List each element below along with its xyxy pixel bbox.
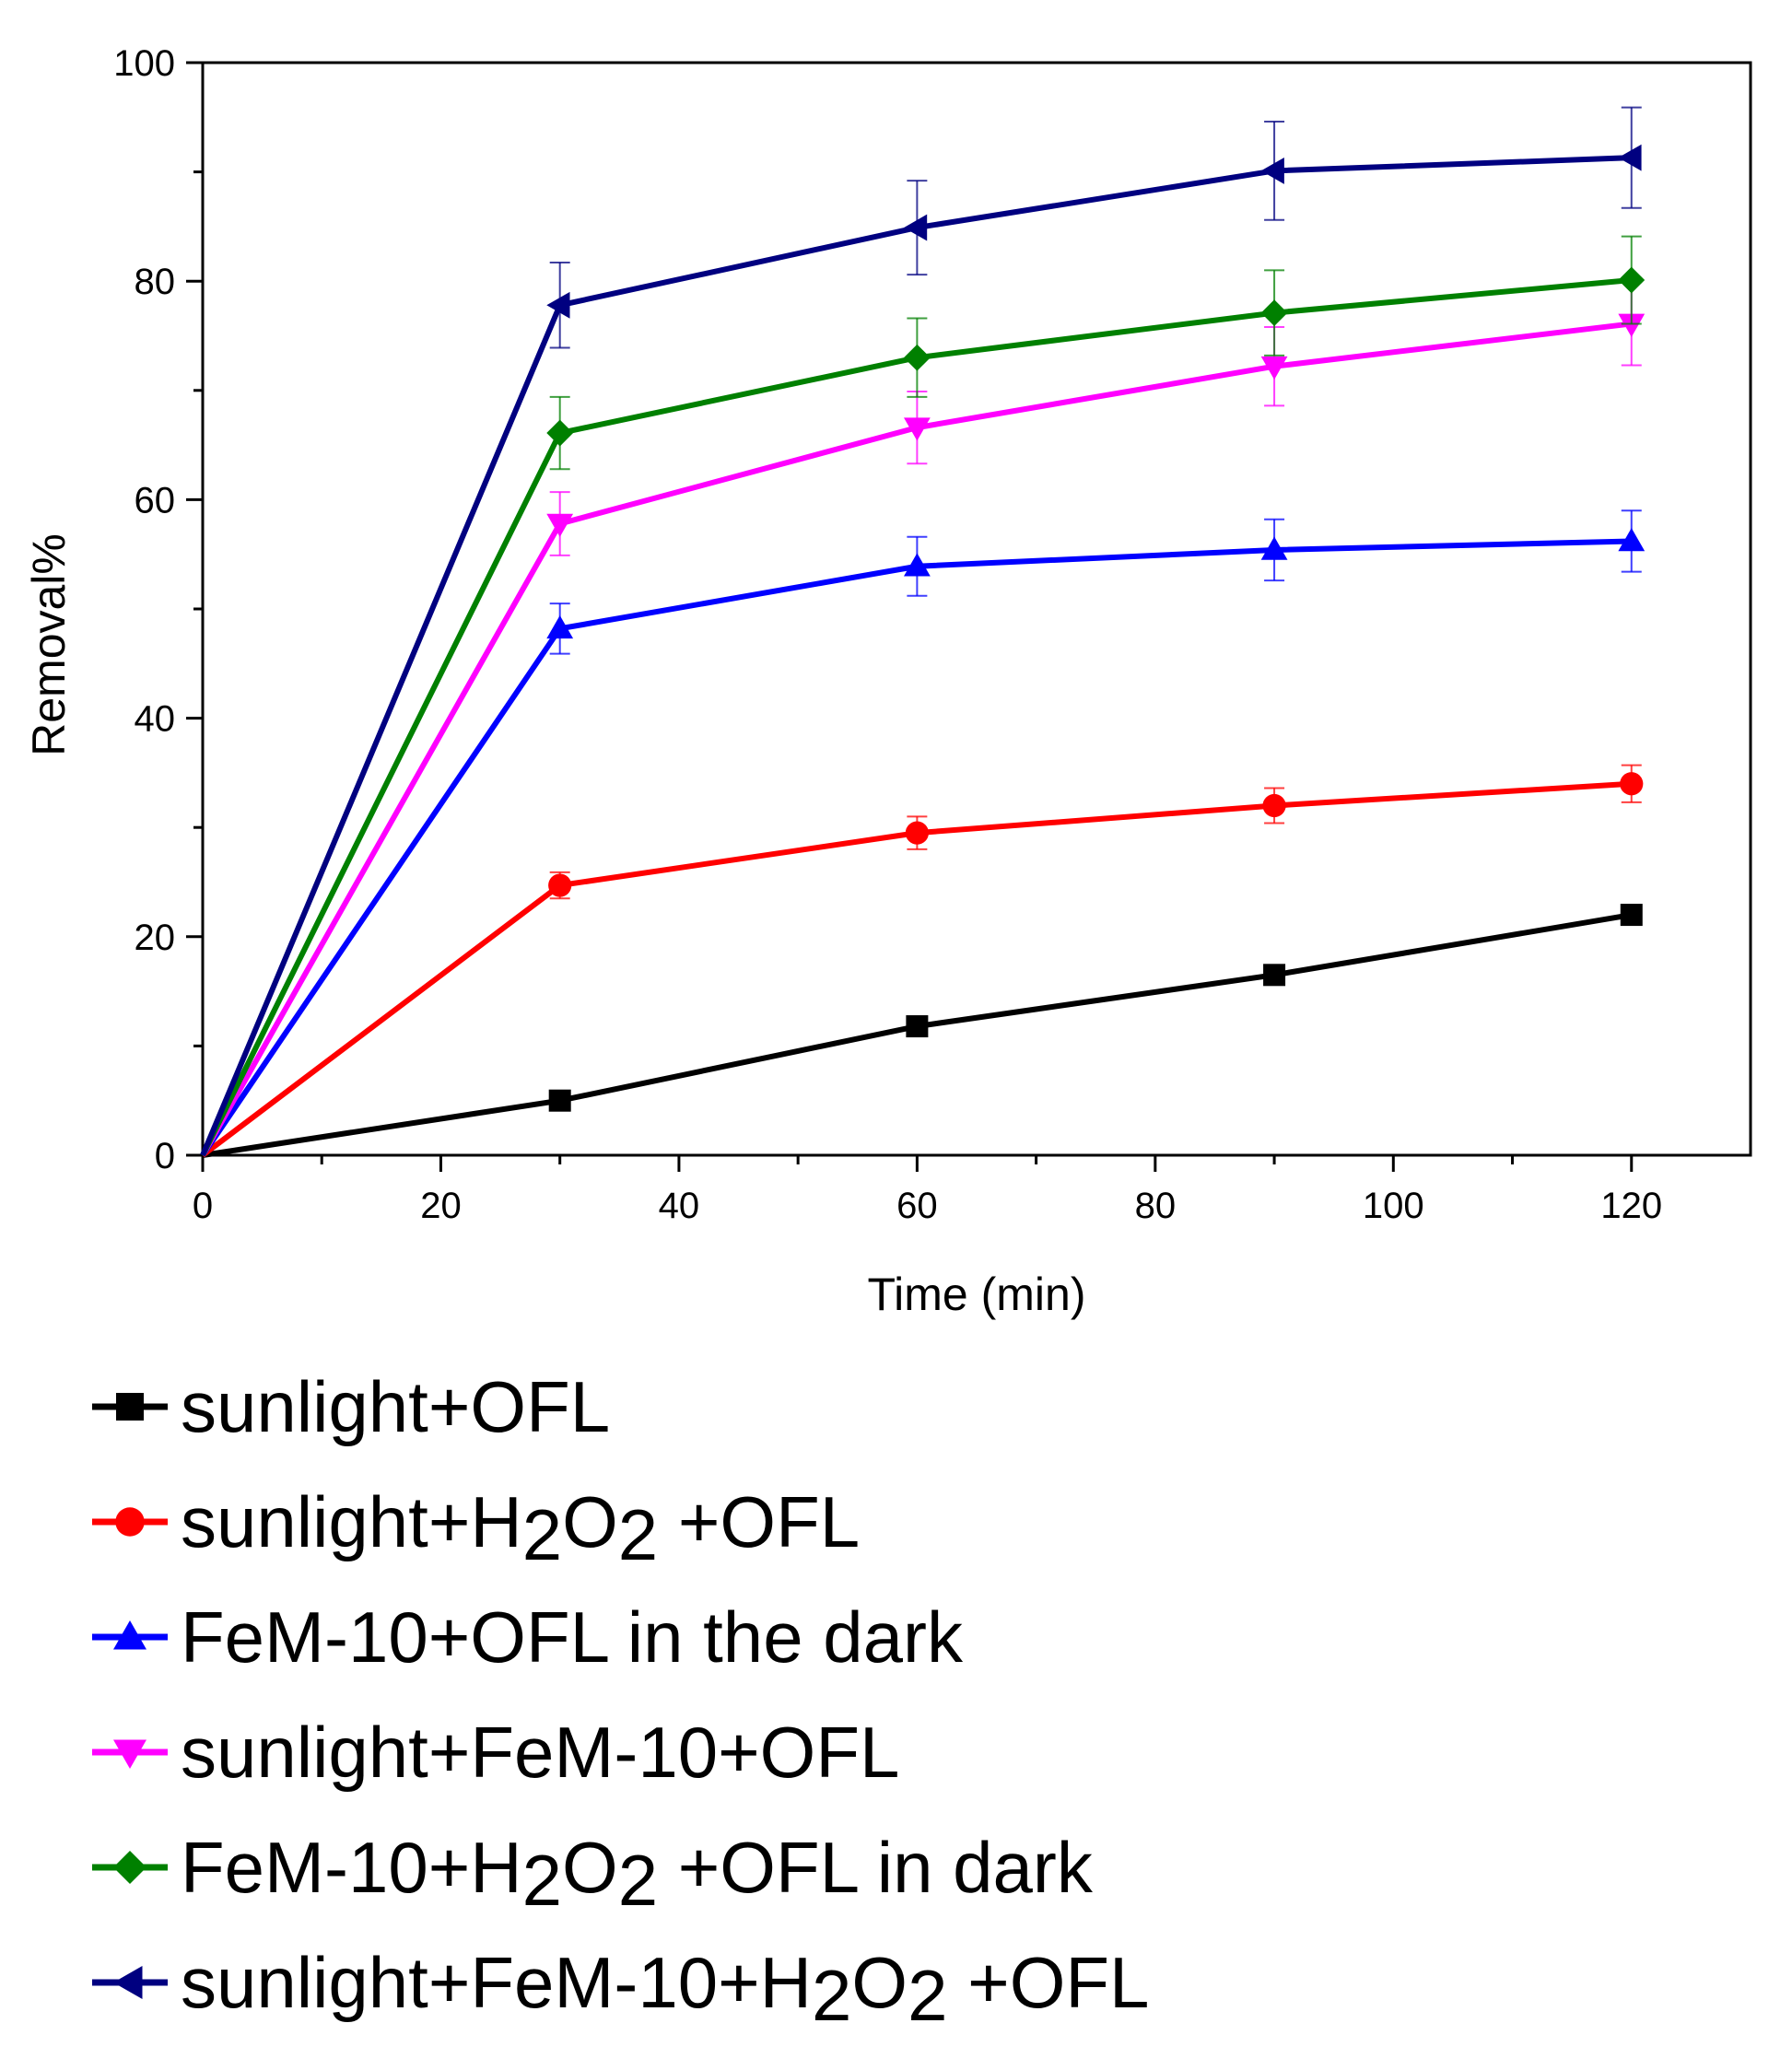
x-tick-label: 120: [1600, 1186, 1662, 1226]
data-point: [903, 553, 931, 577]
data-point: [546, 291, 570, 319]
legend-label: sunlight+H2O2 +OFL: [181, 1481, 860, 1575]
legend-marker: [113, 1739, 146, 1769]
y-tick-label: 0: [155, 1136, 175, 1176]
y-tick-label: 60: [135, 480, 176, 520]
data-point: [548, 1089, 571, 1112]
legend-text-part: sunlight+FeM-10+H: [181, 1942, 812, 2023]
legend-label: sunlight+FeM-10+H2O2 +OFL: [181, 1942, 1149, 2036]
y-axis-label: Removal%: [23, 533, 75, 756]
series-1: [202, 904, 1643, 1158]
legend-marker: [116, 1393, 144, 1421]
data-point: [546, 614, 574, 639]
legend-marker: [113, 1966, 143, 1999]
legend-label: sunlight+OFL: [181, 1366, 610, 1447]
data-point: [903, 417, 931, 441]
legend-text-part: +OFL: [658, 1481, 860, 1562]
data-point: [1618, 144, 1642, 171]
legend-text-part: sunlight+H: [181, 1481, 522, 1562]
x-axis-label: Time (min): [867, 1269, 1085, 1320]
data-point: [903, 214, 928, 241]
legend-marker: [113, 1620, 146, 1650]
data-point: [906, 1015, 929, 1038]
legend-label: FeM-10+H2O2 +OFL in dark: [181, 1827, 1094, 1921]
legend-item: sunlight+FeM-10+H2O2 +OFL: [92, 1942, 1149, 2036]
legend-label: FeM-10+OFL in the dark: [181, 1596, 964, 1678]
x-tick-label: 0: [193, 1186, 213, 1226]
legend-text-part: sunlight+FeM-10+OFL: [181, 1712, 899, 1793]
series-6: [200, 106, 1642, 1157]
legend-subscript: 2: [522, 1840, 562, 1921]
data-point: [1263, 964, 1286, 987]
y-tick-label: 20: [135, 918, 176, 958]
legend-item: sunlight+H2O2 +OFL: [92, 1481, 860, 1575]
legend-text-part: +OFL: [947, 1942, 1149, 2023]
legend-subscript: 2: [618, 1840, 658, 1921]
data-point: [903, 344, 931, 371]
legend-text-part: +OFL in dark: [658, 1827, 1094, 1908]
legend-subscript: 2: [908, 1955, 947, 2036]
data-point: [1260, 158, 1284, 184]
legend-subscript: 2: [812, 1955, 851, 2036]
y-tick-label: 100: [113, 43, 175, 84]
data-point: [546, 513, 574, 537]
legend-item: FeM-10+OFL in the dark: [92, 1596, 964, 1678]
series-3: [200, 509, 1646, 1157]
x-tick-label: 80: [1135, 1186, 1177, 1226]
legend-item: sunlight+FeM-10+OFL: [92, 1712, 899, 1793]
legend-text-part: O: [562, 1827, 618, 1908]
x-tick-label: 40: [659, 1186, 700, 1226]
data-point: [1618, 266, 1646, 294]
y-tick-label: 80: [135, 262, 176, 302]
data-point: [1262, 793, 1286, 818]
data-point: [905, 821, 929, 845]
series-2: [201, 764, 1644, 1158]
legend-text-part: O: [562, 1481, 618, 1562]
data-point: [1260, 536, 1288, 560]
legend-text-part: sunlight+OFL: [181, 1366, 610, 1447]
data-point: [1260, 356, 1288, 380]
legend-text-part: FeM-10+OFL in the dark: [181, 1596, 964, 1678]
legend-text-part: O: [851, 1942, 908, 2023]
data-point: [546, 419, 574, 447]
data-point: [1620, 772, 1644, 796]
legend-label: sunlight+FeM-10+OFL: [181, 1712, 899, 1793]
legend-item: FeM-10+H2O2 +OFL in dark: [92, 1827, 1094, 1921]
legend-item: sunlight+OFL: [92, 1366, 610, 1447]
legend-subscript: 2: [522, 1494, 562, 1575]
series-line: [200, 155, 1632, 1157]
y-tick-label: 40: [135, 699, 176, 740]
series-5: [200, 235, 1646, 1157]
x-tick-label: 100: [1363, 1186, 1424, 1226]
data-point: [1260, 299, 1288, 326]
data-point: [1618, 528, 1646, 552]
x-tick-label: 20: [420, 1186, 462, 1226]
data-point: [548, 873, 572, 897]
axis-ticks: 0 20 40 60 80 100 120 0 20 40 60 80 100: [113, 43, 1662, 1226]
x-tick-label: 60: [896, 1186, 938, 1226]
data-point: [1618, 313, 1646, 337]
legend-marker: [113, 1851, 146, 1884]
legend-subscript: 2: [618, 1494, 658, 1575]
legend-text-part: FeM-10+H: [181, 1827, 522, 1908]
legend-marker: [115, 1507, 145, 1537]
series-layer: [200, 106, 1646, 1158]
data-point: [1620, 904, 1643, 927]
